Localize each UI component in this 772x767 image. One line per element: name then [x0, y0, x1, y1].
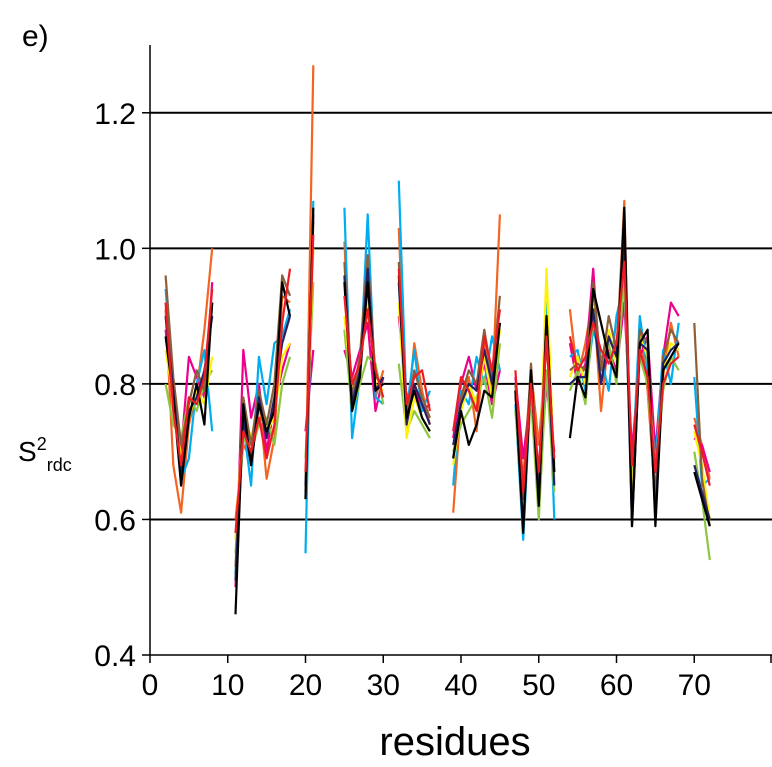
y-tick-label-1: 0.6	[94, 504, 136, 537]
gridlines	[150, 111, 772, 521]
y-tick-label-4: 1.2	[94, 98, 136, 131]
series-lines	[164, 65, 711, 615]
y-axis-title: S2rdc	[18, 434, 72, 475]
series-line-8	[164, 234, 711, 534]
x-tick-label-2: 20	[289, 669, 322, 702]
x-tick-label-0: 0	[142, 669, 159, 702]
y-tick-label-2: 0.8	[94, 369, 136, 402]
x-tick-label-1: 10	[211, 669, 244, 702]
y-axis-title-sub: rdc	[47, 455, 72, 475]
tick-marks	[142, 112, 772, 663]
x-tick-label-4: 40	[444, 669, 477, 702]
y-tick-label-0: 0.4	[94, 640, 136, 673]
x-axis-title: residues	[379, 720, 530, 764]
x-tick-label-6: 60	[600, 669, 633, 702]
y-tick-label-3: 1.0	[94, 233, 136, 266]
tick-labels: 0.4 0.6 0.8 1.0 1.2 0 10 20 30 40 50 60 70	[94, 98, 711, 702]
x-tick-label-3: 30	[367, 669, 400, 702]
series-line-7	[164, 206, 711, 615]
y-axis-title-base: S	[18, 436, 37, 467]
x-tick-label-5: 50	[522, 669, 555, 702]
y-axis-title-sup: 2	[37, 434, 47, 454]
panel-label: e)	[22, 20, 49, 53]
x-tick-label-7: 70	[678, 669, 711, 702]
